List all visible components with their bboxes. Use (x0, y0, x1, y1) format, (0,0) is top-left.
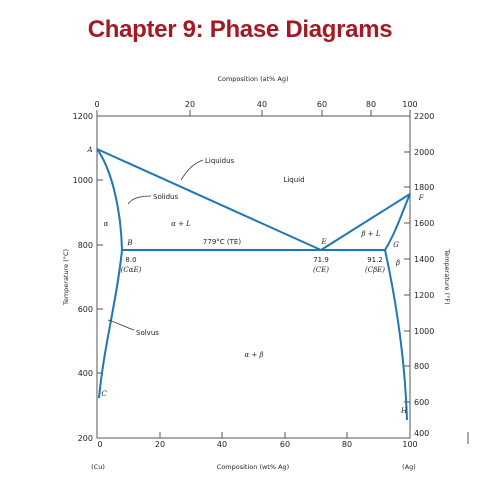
right-tick-1000: 1000 (414, 327, 434, 336)
left-tick-400: 400 (78, 369, 93, 378)
solidus-label: Solidus (153, 193, 178, 201)
right-tick-1200: 1200 (414, 291, 434, 300)
bottom-axis-title: Composition (wt% Ag) (217, 463, 289, 471)
liquid-region-label: Liquid (283, 176, 304, 184)
top-tick-20: 20 (185, 100, 195, 109)
point-H: H (400, 407, 408, 415)
left-tick-1200: 1200 (73, 112, 93, 121)
liquidus-label: Liquidus (205, 157, 235, 165)
eutectic-temperature-label: 779°C (TE) (203, 238, 241, 246)
bottom-tick-20: 20 (155, 440, 165, 449)
right-tick-1400: 1400 (414, 255, 434, 264)
eutectic-composition-value: 71.9 (313, 256, 329, 264)
top-axis-ticks (96, 110, 411, 116)
point-E: E (320, 238, 326, 246)
right-tick-2200: 2200 (414, 112, 434, 121)
beta-plus-liquid-label: β + L (360, 230, 380, 238)
plot-frame (96, 115, 411, 439)
bottom-tick-100: 100 (402, 440, 417, 449)
bottom-tick-labels: 0 20 40 60 80 100 (97, 440, 417, 449)
right-tick-400: 400 (414, 429, 429, 438)
right-tick-1600: 1600 (414, 219, 434, 228)
right-axis-title: Temperature (°F) (443, 248, 451, 304)
beta-region-label: β (395, 259, 400, 267)
solvus-label: Solvus (136, 329, 159, 337)
label-leaders (107, 159, 204, 331)
left-tick-labels: 1200 1000 800 600 400 200 (73, 112, 93, 443)
beta-e-composition-symbol: (CβE) (365, 266, 385, 274)
bottom-axis-ticks (96, 432, 411, 438)
solvus-beta-curve (384, 249, 408, 421)
bottom-tick-40: 40 (217, 440, 227, 449)
left-tick-600: 600 (78, 305, 93, 314)
left-end-label: (Cu) (91, 463, 105, 471)
left-tick-800: 800 (78, 241, 93, 250)
top-tick-60: 60 (317, 100, 327, 109)
point-F: F (418, 194, 425, 202)
liquidus-line-left (96, 148, 322, 251)
eutectic-composition-symbol: (CE) (313, 266, 329, 274)
solidus-alpha-curve (96, 148, 123, 251)
alpha-e-composition-value: 8.0 (125, 256, 136, 264)
beta-e-composition-value: 91.2 (367, 256, 383, 264)
point-A: A (86, 146, 92, 154)
phase-boundaries (96, 148, 411, 421)
top-axis-title: Composition (at% Ag) (217, 75, 288, 83)
left-axis-title: Temperature (°C) (62, 249, 70, 306)
point-G: G (393, 241, 399, 249)
alpha-plus-liquid-label: α + L (171, 220, 191, 228)
solvus-alpha-curve (98, 249, 123, 399)
right-axis-ticks (404, 115, 410, 403)
alpha-e-composition-symbol: (CαE) (121, 266, 142, 274)
top-tick-labels: 0 20 40 60 80 100 (94, 100, 417, 109)
liquidus-line-right (320, 193, 411, 251)
top-tick-0: 0 (94, 100, 99, 109)
slide-title: Chapter 9: Phase Diagrams (87, 16, 393, 43)
solidus-beta-curve (384, 193, 411, 251)
right-tick-labels: 2200 2000 1800 1600 1400 1200 1000 800 6… (414, 112, 434, 438)
bottom-tick-80: 80 (342, 440, 352, 449)
right-tick-800: 800 (414, 362, 429, 371)
top-tick-100: 100 (402, 100, 417, 109)
point-B: B (126, 239, 132, 247)
alpha-plus-beta-label: α + β (244, 351, 263, 359)
left-tick-200: 200 (78, 434, 93, 443)
bottom-tick-60: 60 (280, 440, 290, 449)
right-end-label: (Ag) (402, 463, 416, 471)
left-tick-1000: 1000 (73, 176, 93, 185)
top-tick-80: 80 (366, 100, 376, 109)
top-tick-40: 40 (257, 100, 267, 109)
point-C: C (101, 390, 107, 398)
right-tick-1800: 1800 (414, 183, 434, 192)
alpha-region-label: α (104, 220, 109, 228)
bottom-tick-0: 0 (97, 440, 102, 449)
right-tick-2000: 2000 (414, 148, 434, 157)
left-axis-ticks (97, 115, 103, 374)
right-tick-600: 600 (414, 398, 429, 407)
